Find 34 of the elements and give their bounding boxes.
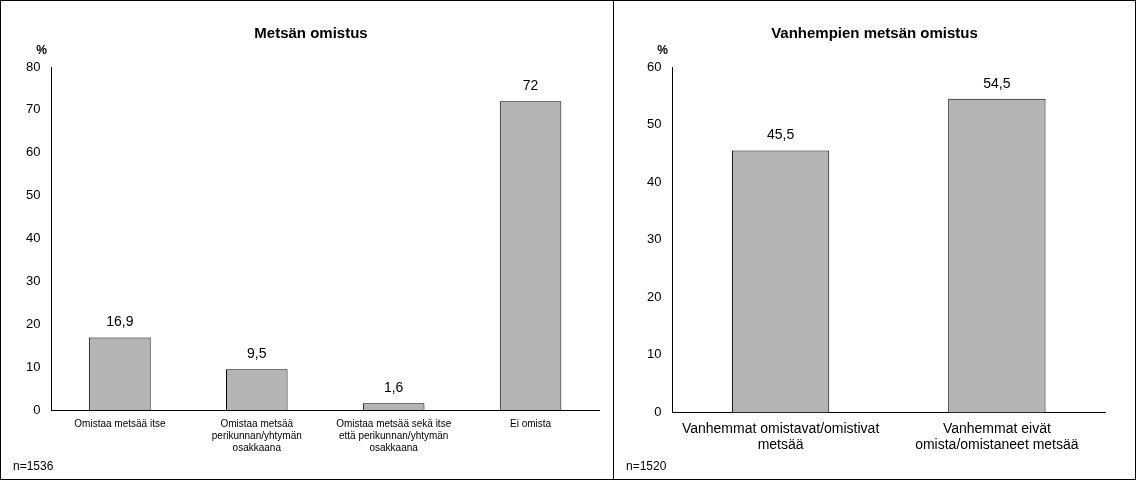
y-tick-label: 40 [25, 230, 41, 246]
y-tick-label: 10 [646, 346, 662, 362]
y-tick-label: 0 [33, 401, 41, 417]
data-label: 54,5 [983, 74, 1011, 91]
y-tick-label: 50 [646, 116, 662, 132]
y-tick-label: 20 [25, 315, 41, 331]
data-label: 16,9 [106, 313, 134, 330]
data-label: 1,6 [383, 379, 404, 395]
text: n=1520 [626, 459, 667, 474]
y-tick-label: 70 [25, 101, 41, 117]
text: n=1536 [13, 459, 54, 474]
y-axis-title: % [657, 43, 669, 58]
y-tick-label: 30 [25, 272, 41, 288]
y-tick-label: 20 [646, 288, 662, 304]
y-tick-label: 80 [25, 58, 41, 74]
data-label: 72 [522, 77, 539, 94]
x-tick-label: Omistaa metsää sekä itse että perikunnan/yhtymän osakkaana [336, 417, 452, 453]
y-tick-label: 60 [646, 58, 662, 74]
data-label: 9,5 [247, 345, 267, 362]
y-tick-label: 50 [25, 187, 41, 203]
chart-title: Metsän omistus [254, 24, 368, 42]
y-tick-label: 60 [25, 144, 41, 160]
y-axis-title: % [36, 43, 48, 58]
y-tick-label: 40 [646, 173, 662, 189]
y-tick-label: 30 [646, 231, 662, 247]
data-label: 45,5 [766, 126, 795, 143]
chart-title: Vanhempien metsän omistus [771, 24, 978, 42]
x-tick-label: Omistaa metsää itse [74, 417, 166, 429]
x-tick-label: Vanhemmat omistavat/omistivat metsää [681, 419, 880, 453]
x-tick-label: Vanhemmat eivät omista/omistaneet metsää [915, 419, 1079, 453]
y-tick-label: 0 [654, 403, 662, 419]
x-tick-label: Ei omista [509, 417, 552, 429]
x-tick-label: Omistaa metsää perikunnan/yhtymän osakkaana [211, 417, 302, 453]
y-tick-label: 10 [25, 358, 41, 374]
